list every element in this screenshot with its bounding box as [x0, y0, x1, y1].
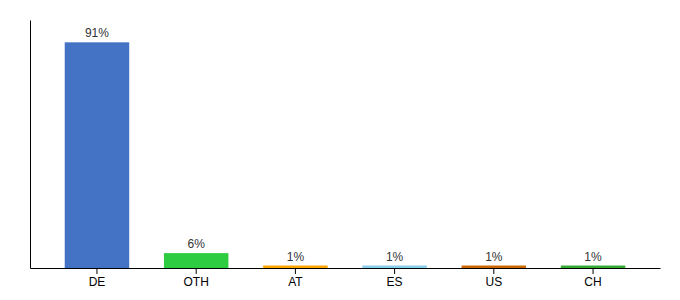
x-tick-label: AT: [288, 275, 303, 289]
y-axis: [30, 21, 31, 269]
x-tick-label: ES: [387, 275, 403, 289]
x-tick-mark: [593, 268, 594, 274]
x-tick: ES: [387, 268, 403, 289]
x-tick: CH: [584, 268, 601, 289]
data-labels: 91% 6% 1% 1% 1% 1%: [85, 26, 602, 263]
bar: [263, 266, 327, 268]
x-tick: AT: [288, 268, 303, 289]
bar: [164, 253, 228, 268]
x-tick-mark: [493, 268, 494, 274]
data-label: 1%: [386, 250, 404, 264]
chart-container: DE OTH AT ES US CH 91% 6% 1% 1% 1% 1%: [0, 0, 680, 300]
x-axis: DE OTH AT ES US CH: [31, 268, 661, 289]
data-label: 91%: [85, 26, 109, 40]
x-tick: OTH: [184, 268, 209, 289]
x-tick-mark: [196, 268, 197, 274]
y-axis-line: [30, 21, 31, 269]
data-label: 1%: [485, 250, 503, 264]
chart-svg: DE OTH AT ES US CH 91% 6% 1% 1% 1% 1%: [0, 0, 680, 300]
bar: [65, 42, 129, 268]
data-label: 1%: [584, 250, 602, 264]
x-tick: DE: [89, 268, 106, 289]
bars: [65, 42, 626, 268]
x-tick-label: US: [485, 275, 502, 289]
x-tick-mark: [96, 268, 97, 274]
x-tick-label: OTH: [184, 275, 209, 289]
plot-area: DE OTH AT ES US CH 91% 6% 1% 1% 1% 1%: [31, 21, 661, 289]
x-tick-mark: [295, 268, 296, 274]
x-tick-label: DE: [89, 275, 106, 289]
x-tick-mark: [394, 268, 395, 274]
data-label: 1%: [287, 250, 305, 264]
data-label: 6%: [188, 237, 206, 251]
x-axis-line: [31, 268, 661, 269]
bar: [362, 266, 426, 268]
x-tick: US: [485, 268, 502, 289]
bar: [561, 266, 625, 268]
bar: [462, 266, 526, 268]
x-tick-label: CH: [584, 275, 601, 289]
